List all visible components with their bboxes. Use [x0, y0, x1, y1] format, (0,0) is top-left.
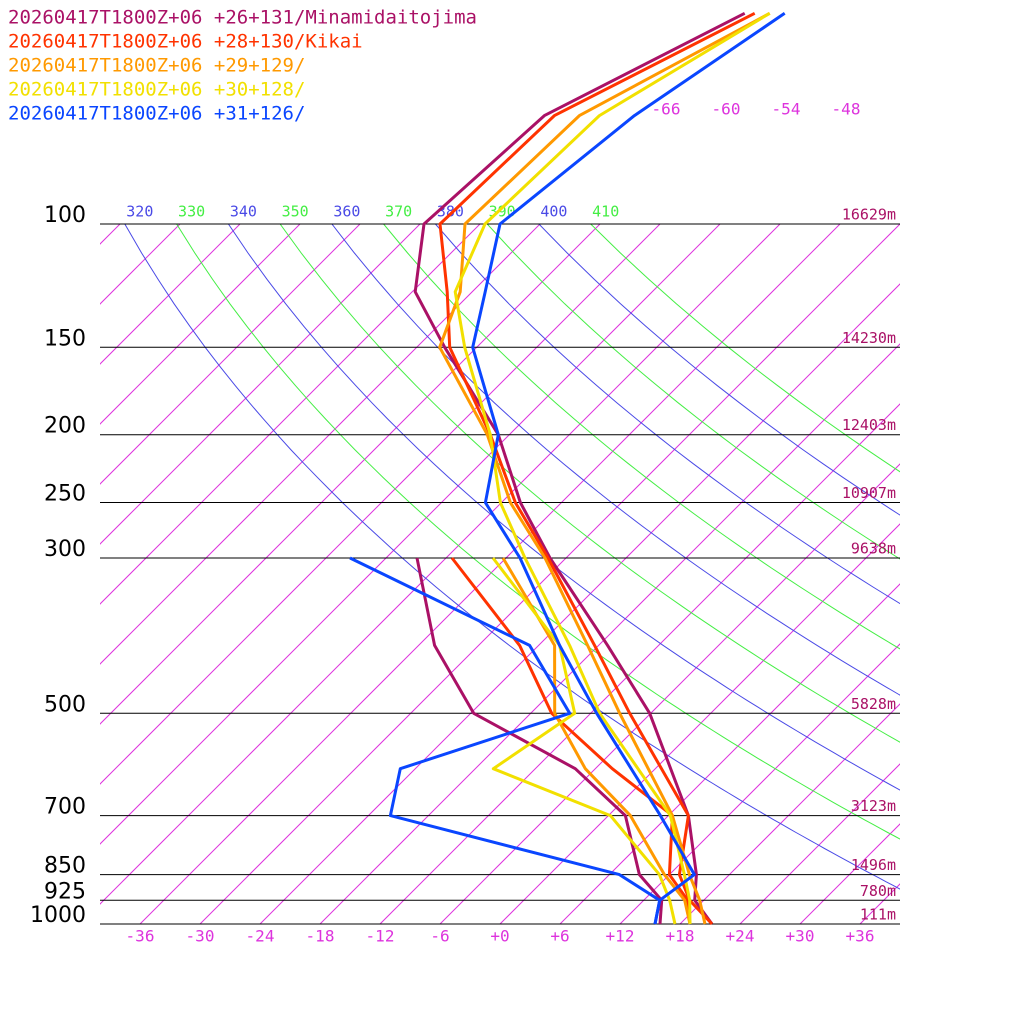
- theta-label: 410: [592, 203, 619, 221]
- x-tick-label: +18: [666, 927, 695, 946]
- height-label: 5828m: [851, 695, 896, 713]
- x-tick-label: +30: [786, 927, 815, 946]
- height-label: 14230m: [842, 329, 896, 347]
- theta-label: 340: [230, 203, 257, 221]
- dewpoint-line: [450, 557, 692, 925]
- isotherm: [319, 343, 900, 924]
- theta-label: 370: [385, 203, 412, 221]
- y-tick-label: 300: [44, 537, 86, 562]
- height-label: 3123m: [851, 797, 896, 815]
- y-tick-label: 200: [44, 414, 86, 439]
- theta-label: 330: [178, 203, 205, 221]
- isotherm: [199, 224, 900, 924]
- isotherm: [679, 703, 900, 924]
- x-tick-label: +24: [726, 927, 755, 946]
- top-tick-label: -54: [772, 100, 801, 119]
- x-tick-label: +12: [606, 927, 635, 946]
- isotherm: [139, 224, 841, 924]
- x-tick-label: +6: [550, 927, 569, 946]
- top-tick-label: -48: [832, 100, 861, 119]
- theta-label: 320: [126, 203, 153, 221]
- height-label: 1496m: [851, 856, 896, 874]
- legend-entry: 20260417T1800Z+06 +28+130/Kikai: [8, 31, 363, 53]
- top-tick-label: -66: [652, 100, 681, 119]
- theta-label: 360: [333, 203, 360, 221]
- dewpoint-line: [415, 557, 664, 925]
- top-tick-label: -60: [712, 100, 741, 119]
- isotherm: [100, 224, 421, 545]
- x-tick-label: -24: [246, 927, 275, 946]
- y-tick-label: 700: [44, 795, 86, 820]
- y-tick-label: 150: [44, 326, 86, 351]
- height-label: 10907m: [842, 484, 896, 502]
- temperature-line: [453, 12, 771, 925]
- height-label: 9638m: [851, 539, 896, 557]
- isotherm: [439, 463, 900, 924]
- theta-label: 400: [540, 203, 567, 221]
- legend-entry: 20260417T1800Z+06 +31+126/: [8, 103, 305, 125]
- legend-entry: 20260417T1800Z+06 +29+129/: [8, 55, 305, 77]
- temperature-line: [413, 11, 746, 925]
- isotherm: [100, 224, 601, 725]
- y-tick-label: 1000: [30, 903, 86, 928]
- isotherm: [379, 403, 900, 924]
- legend-entry: 20260417T1800Z+06 +30+128/: [8, 79, 305, 101]
- dewpoint-line: [501, 557, 692, 925]
- y-tick-label: 250: [44, 482, 86, 507]
- x-tick-label: -12: [366, 927, 395, 946]
- isotherm: [100, 224, 481, 605]
- y-tick-label: 100: [44, 203, 86, 228]
- dewpoint-line: [349, 556, 662, 925]
- height-label: 12403m: [842, 416, 896, 434]
- x-tick-label: -36: [126, 927, 155, 946]
- isotherm: [100, 224, 661, 785]
- height-label: 16629m: [842, 206, 896, 224]
- isotherm: [100, 224, 541, 665]
- isotherm: [619, 643, 900, 924]
- legend-entry: 20260417T1800Z+06 +26+131/Minamidaitojim…: [8, 7, 477, 29]
- y-tick-label: 925: [44, 879, 86, 904]
- y-tick-label: 850: [44, 854, 86, 879]
- x-tick-label: -30: [186, 927, 215, 946]
- height-label: 111m: [860, 906, 896, 924]
- theta-label: 350: [282, 203, 309, 221]
- temperature-line: [471, 12, 786, 925]
- isotherm: [559, 583, 900, 924]
- height-label: 780m: [860, 882, 896, 900]
- temperature-line: [438, 11, 771, 925]
- isotherm: [100, 224, 721, 845]
- x-tick-label: -18: [306, 927, 335, 946]
- x-tick-label: +36: [846, 927, 875, 946]
- y-tick-label: 500: [44, 692, 86, 717]
- isotherm: [100, 224, 361, 485]
- isotherm: [259, 283, 900, 924]
- x-tick-label: +0: [490, 927, 509, 946]
- x-tick-label: -6: [430, 927, 449, 946]
